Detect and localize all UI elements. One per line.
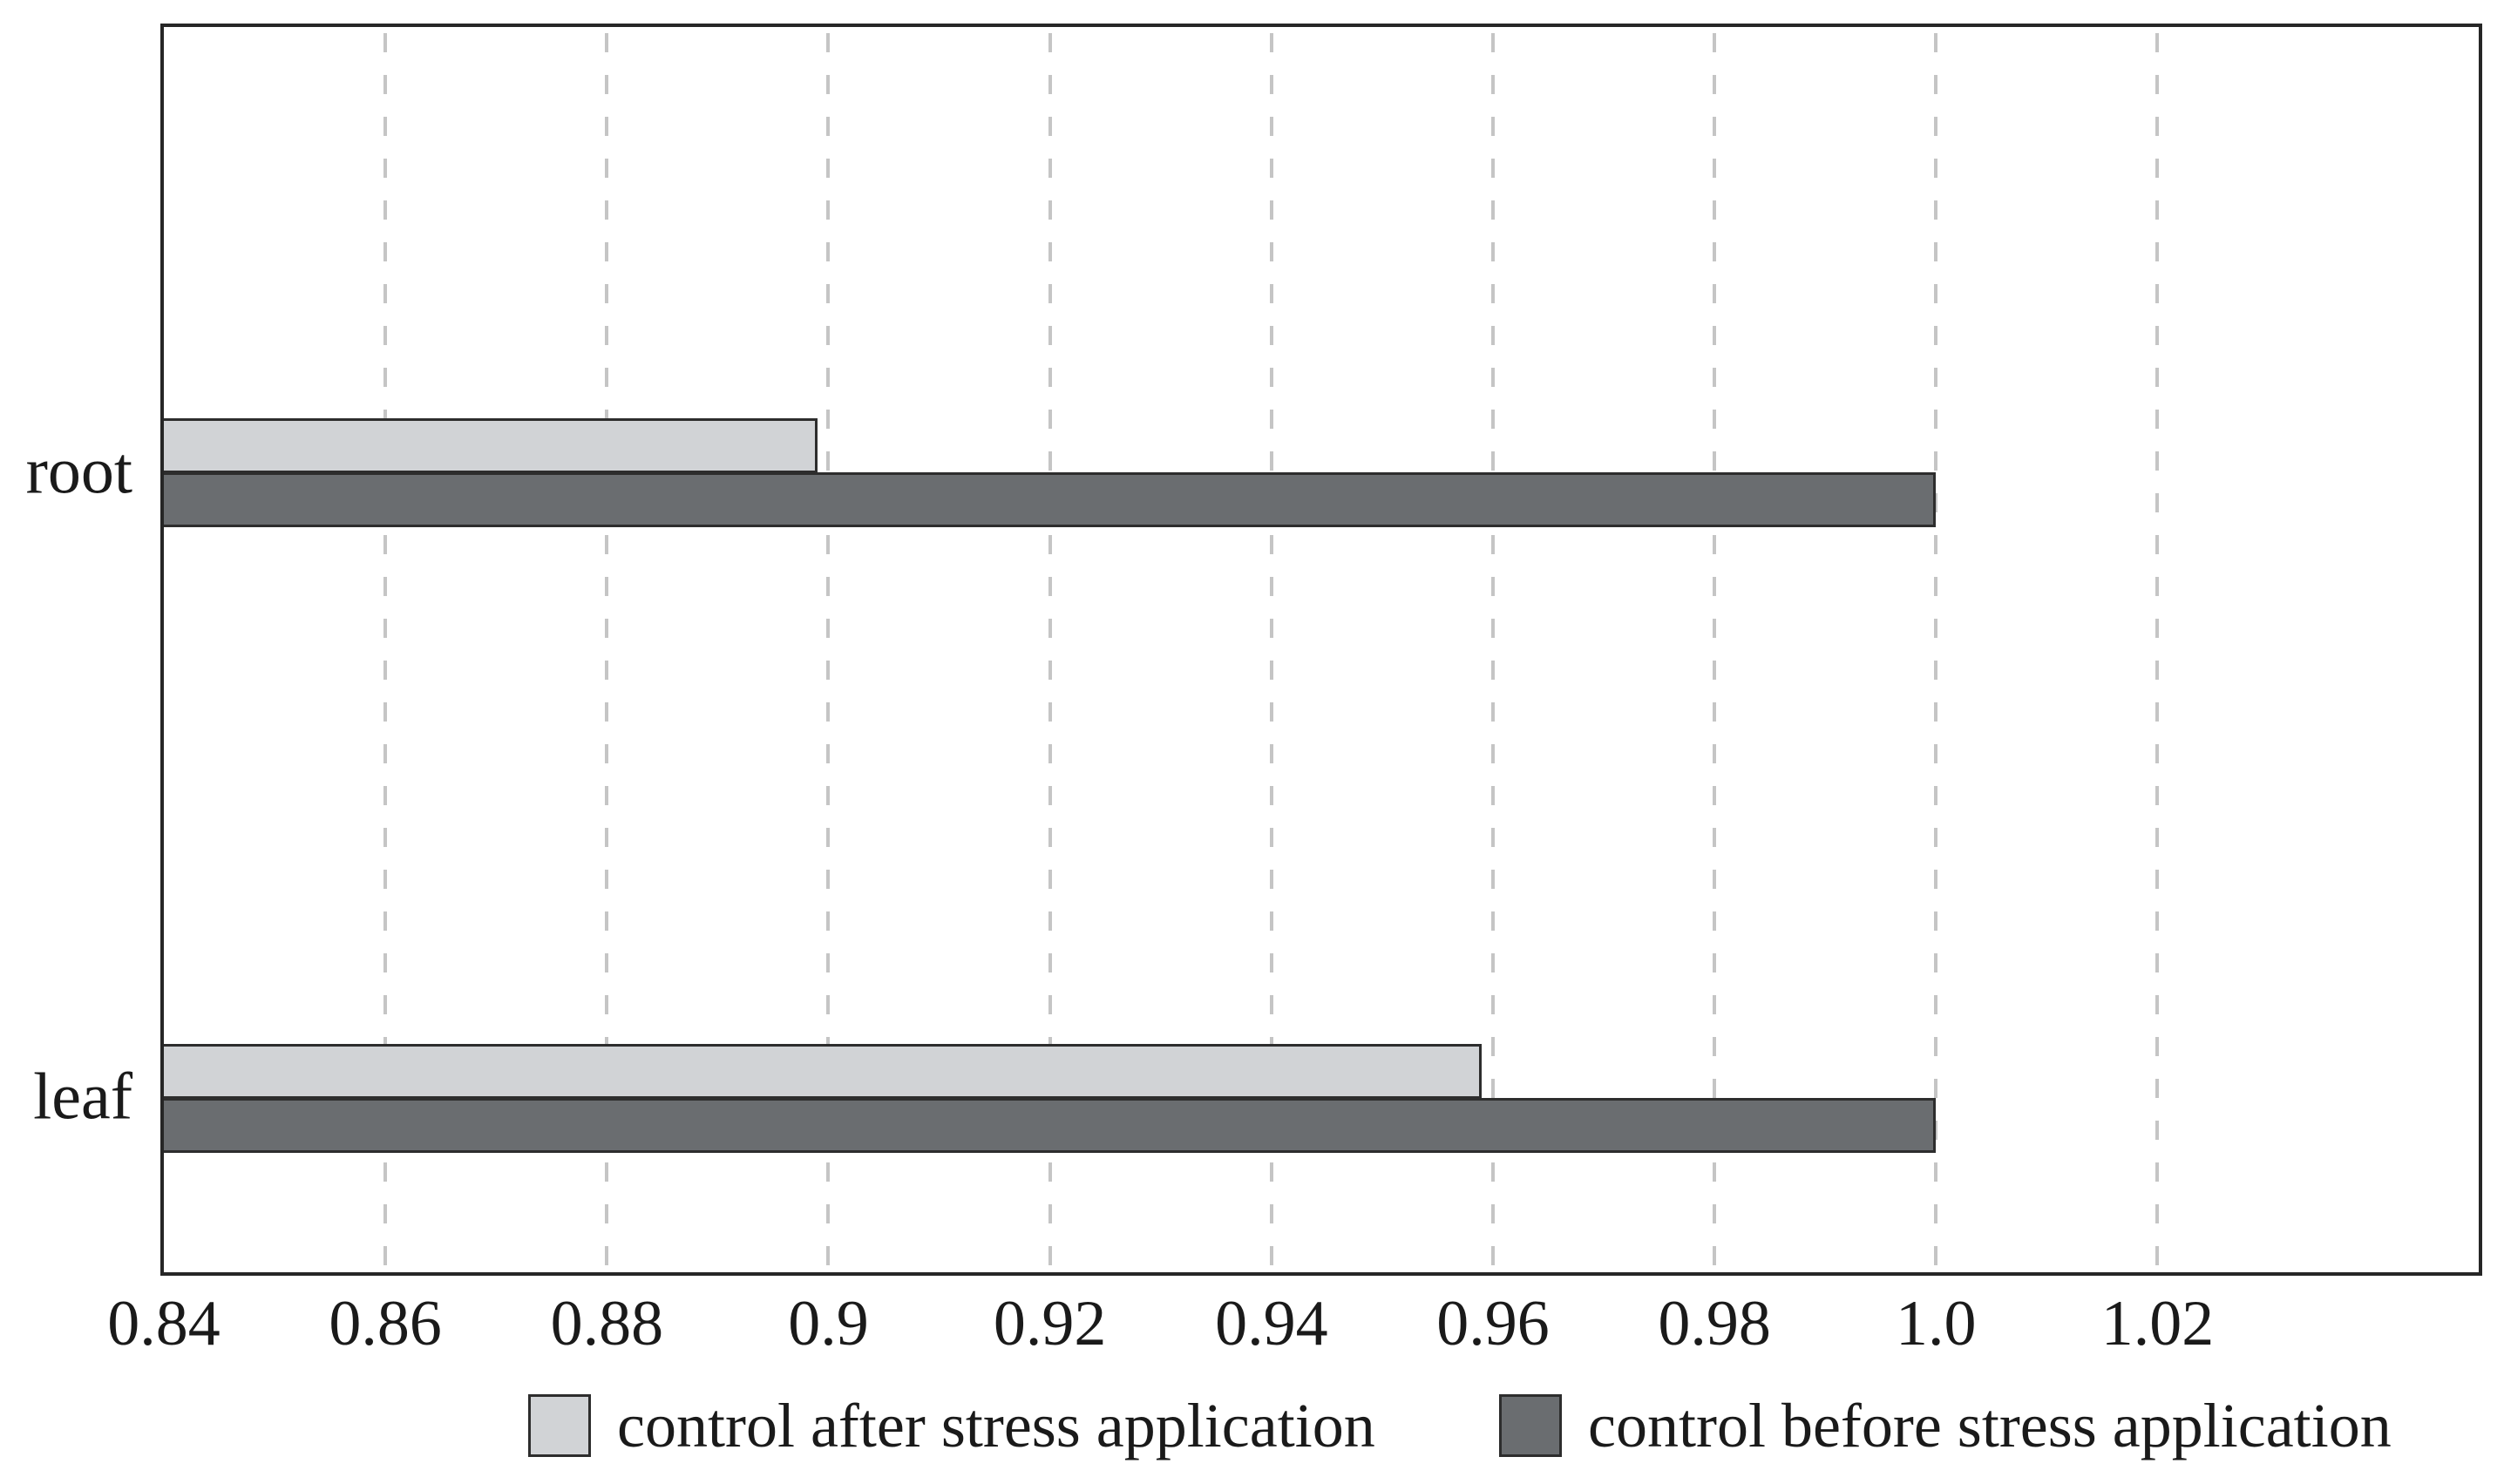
x-tick-label-0.9: 0.9 [788,1288,869,1359]
bar-root-after [160,418,818,473]
bar-root-before [160,472,1937,527]
legend-group-after: control after stress application [528,1393,1375,1459]
legend-swatch-before [1499,1394,1562,1457]
legend-label-before: control before stress application [1588,1391,2392,1460]
x-tick-label-0.94: 0.94 [1215,1288,1328,1359]
x-tick-label-1.02: 1.02 [2100,1288,2215,1359]
gridline-1 [1934,33,1938,1272]
x-tick-label-0.92: 0.92 [993,1288,1107,1359]
x-tick-label-0.98: 0.98 [1658,1288,1771,1359]
gridline-0.9 [826,33,831,1272]
gridline-0.86 [383,33,388,1272]
gridline-0.92 [1048,33,1052,1272]
legend-label-after: control after stress application [617,1391,1375,1460]
bar-leaf-before [160,1098,1937,1153]
x-tick-label-1.0: 1.0 [1896,1288,1977,1359]
legend-group-before: control before stress application [1499,1393,2392,1459]
gridline-1.02 [2155,33,2160,1272]
gridline-0.98 [1713,33,1717,1272]
x-tick-label-0.88: 0.88 [550,1288,664,1359]
x-tick-label-0.96: 0.96 [1436,1288,1550,1359]
legend-swatch-after [528,1394,591,1457]
category-label-root: root [25,434,132,508]
gridline-0.94 [1269,33,1273,1272]
gridline-0.88 [605,33,609,1272]
x-tick-label-0.84: 0.84 [107,1288,221,1359]
gridline-0.96 [1490,33,1495,1272]
category-label-leaf: leaf [33,1060,132,1134]
bar-leaf-after [160,1044,1483,1099]
x-tick-label-0.86: 0.86 [329,1288,442,1359]
